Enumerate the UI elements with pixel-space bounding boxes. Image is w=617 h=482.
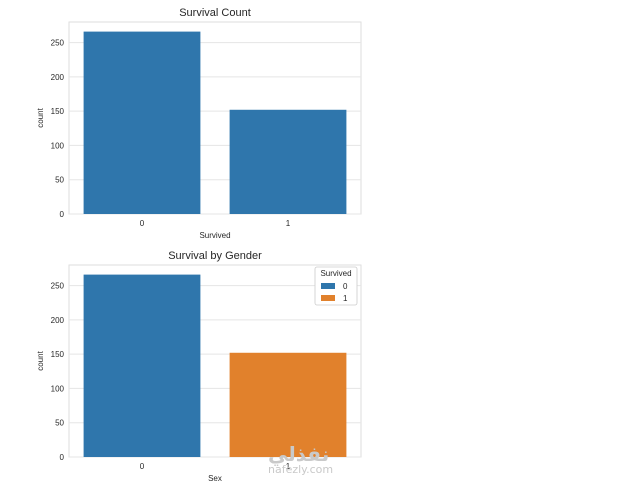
chart-title: Survival by Gender [168, 250, 262, 262]
y-tick-label: 250 [51, 282, 65, 291]
y-tick-label: 0 [60, 210, 65, 219]
y-tick-label: 100 [51, 384, 65, 393]
y-tick-label: 50 [55, 419, 64, 428]
x-tick-label: 1 [286, 219, 291, 228]
bar-1 [229, 109, 347, 214]
y-tick-label: 150 [51, 350, 65, 359]
chart-title: Survival Count [179, 7, 251, 19]
legend: Survived 0 1 [314, 266, 358, 306]
y-tick-label: 50 [55, 176, 64, 185]
y-tick-label: 200 [51, 73, 65, 82]
legend-title: Survived [320, 269, 351, 278]
x-tick-label: 1 [286, 462, 291, 471]
legend-label-0: 0 [343, 282, 348, 291]
bar-survived-0 [83, 274, 201, 457]
bar-survived-1 [229, 352, 347, 457]
chart-2: 0 50 100 150 200 250 0 1 Survival by Gender Sex co… [36, 250, 362, 482]
y-tick-label: 150 [51, 107, 65, 116]
chart-1: 0 50 100 150 200 250 0 1 Survival Count Survived c… [36, 7, 362, 240]
y-tick-label: 200 [51, 316, 65, 325]
legend-swatch-0 [321, 283, 335, 289]
y-axis-label: count [36, 107, 45, 127]
y-tick-label: 0 [60, 453, 65, 462]
y-tick-label: 100 [51, 141, 65, 150]
bar-0 [83, 31, 201, 214]
y-tick-label: 250 [51, 39, 65, 48]
x-axis-label: Sex [208, 474, 222, 482]
x-tick-label: 0 [140, 462, 145, 471]
legend-label-1: 1 [343, 294, 348, 303]
x-axis-label: Survived [199, 231, 230, 240]
y-axis-label: count [36, 350, 45, 370]
x-tick-label: 0 [140, 219, 145, 228]
legend-swatch-1 [321, 295, 335, 301]
